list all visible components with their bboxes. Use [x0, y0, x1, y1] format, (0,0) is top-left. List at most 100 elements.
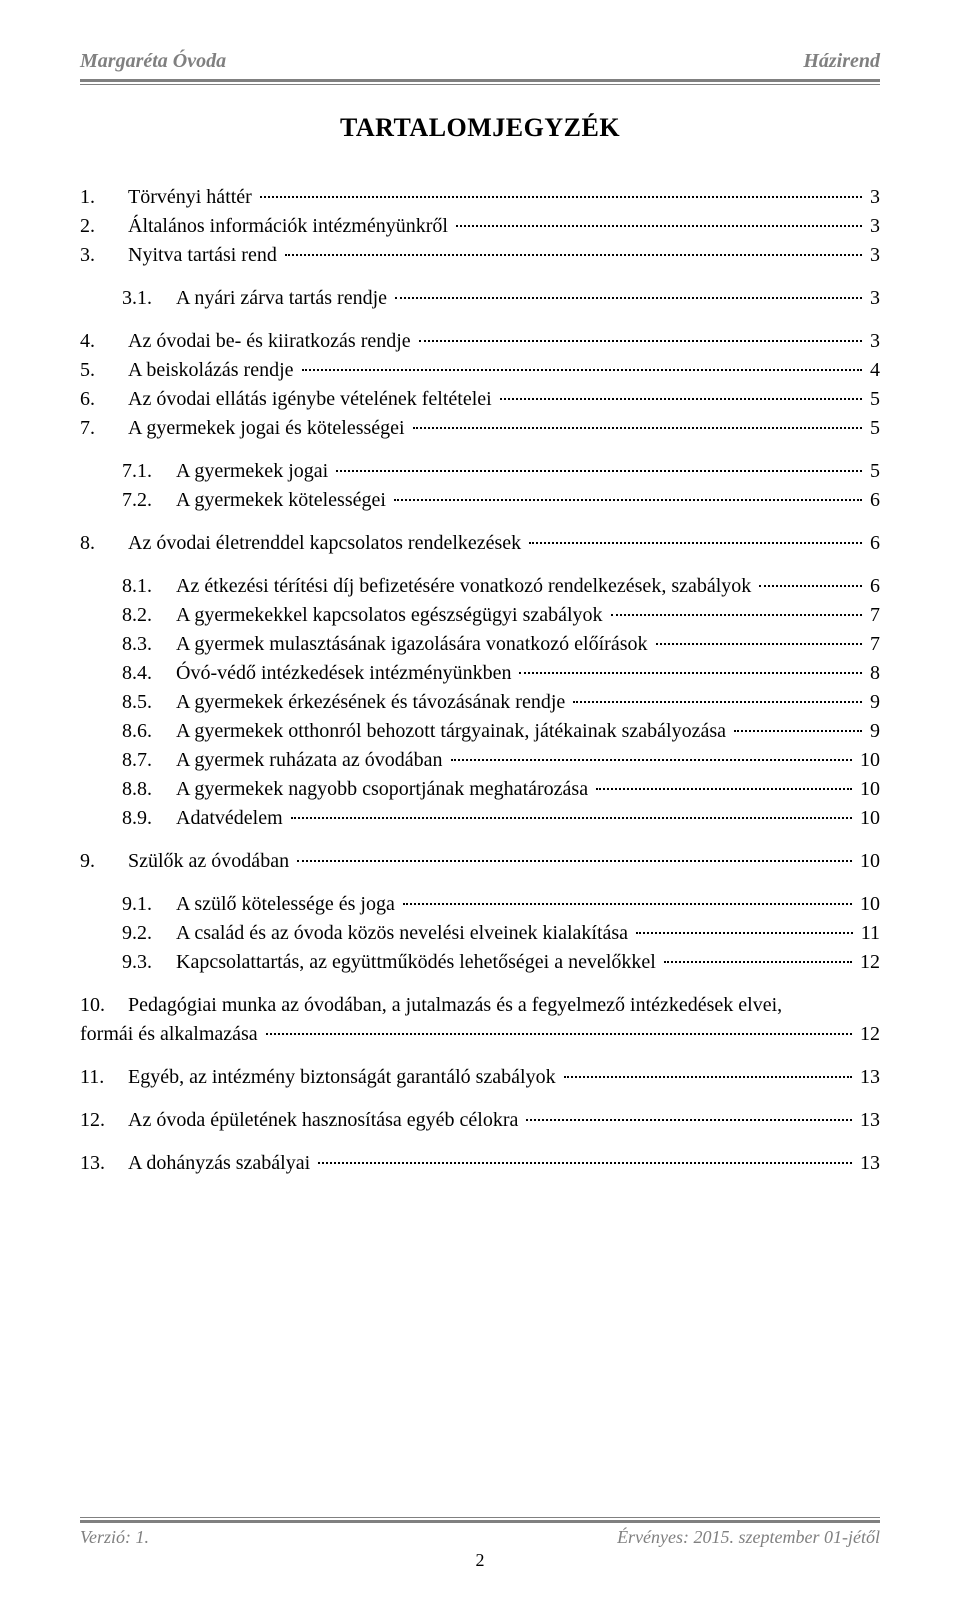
toc-label: A szülő kötelessége és joga — [176, 890, 399, 919]
toc-number: 10. — [80, 991, 128, 1020]
toc-leader-dots — [266, 1033, 852, 1035]
header-left: Margaréta Óvoda — [80, 50, 226, 73]
header-rule-thin — [80, 84, 880, 85]
header-rule-thick — [80, 79, 880, 82]
toc-entry: 9.1.A szülő kötelessége és joga10 — [80, 890, 880, 919]
toc-number: 8.5. — [122, 688, 176, 717]
toc-leader-dots — [394, 499, 862, 501]
toc-label: A gyermekekkel kapcsolatos egészségügyi … — [176, 601, 607, 630]
toc-page-number: 4 — [866, 356, 880, 385]
footer-rule-thick — [80, 1520, 880, 1523]
toc-entry: 9.Szülők az óvodában10 — [80, 847, 880, 876]
toc-entry: 11.Egyéb, az intézmény biztonságát garan… — [80, 1063, 880, 1092]
toc-page-number: 3 — [866, 327, 880, 356]
toc-number: 9.3. — [122, 948, 176, 977]
toc-entry: 13.A dohányzás szabályai13 — [80, 1149, 880, 1178]
toc-number: 8.3. — [122, 630, 176, 659]
toc-page-number: 3 — [866, 241, 880, 270]
toc-page-number: 5 — [866, 457, 880, 486]
toc-gap — [80, 833, 880, 847]
toc-page-number: 10 — [856, 746, 880, 775]
toc-leader-dots — [318, 1162, 852, 1164]
toc-leader-dots — [526, 1119, 852, 1121]
toc-page-number: 13 — [856, 1106, 880, 1135]
toc-leader-dots — [759, 585, 862, 587]
toc-entry: 8.5.A gyermekek érkezésének és távozásán… — [80, 688, 880, 717]
footer-rule-thin — [80, 1517, 880, 1518]
toc-leader-dots — [636, 932, 853, 934]
toc-leader-dots — [564, 1076, 852, 1078]
toc-label: A nyári zárva tartás rendje — [176, 284, 391, 313]
toc-entry-line1: 10.Pedagógiai munka az óvodában, a jutal… — [80, 991, 880, 1020]
toc-entry: 8.6.A gyermekek otthonról behozott tárgy… — [80, 717, 880, 746]
toc-page-number: 5 — [866, 414, 880, 443]
toc-leader-dots — [260, 196, 862, 198]
toc-leader-dots — [451, 759, 852, 761]
toc-gap — [80, 558, 880, 572]
toc-page-number: 10 — [856, 775, 880, 804]
toc-number: 3. — [80, 241, 128, 270]
toc-number: 8.6. — [122, 717, 176, 746]
toc-entry: 9.2.A család és az óvoda közös nevelési … — [80, 919, 880, 948]
toc-page-number: 7 — [866, 601, 880, 630]
toc-entry: 7.1.A gyermekek jogai5 — [80, 457, 880, 486]
toc-number: 6. — [80, 385, 128, 414]
toc-number: 8.2. — [122, 601, 176, 630]
toc-leader-dots — [302, 369, 863, 371]
toc-leader-dots — [413, 427, 862, 429]
toc-label: A gyermekek jogai és kötelességei — [128, 414, 409, 443]
toc-leader-dots — [297, 860, 852, 862]
toc-entry: 7.2.A gyermekek kötelességei6 — [80, 486, 880, 515]
toc-page-number: 11 — [857, 919, 880, 948]
toc-page-number: 6 — [866, 529, 880, 558]
toc-page-number: 10 — [856, 847, 880, 876]
toc-label: A család és az óvoda közös nevelési elve… — [176, 919, 632, 948]
toc-label-tail: formái és alkalmazása — [80, 1020, 262, 1049]
header-right: Házirend — [803, 50, 880, 73]
toc-entry: 8.2.A gyermekekkel kapcsolatos egészségü… — [80, 601, 880, 630]
document-page: Margaréta Óvoda Házirend TARTALOMJEGYZÉK… — [0, 0, 960, 1611]
toc-leader-dots — [573, 701, 862, 703]
toc-gap — [80, 876, 880, 890]
toc-label-lead: Pedagógiai munka az óvodában, a jutalmaz… — [128, 994, 782, 1016]
toc-number: 8.1. — [122, 572, 176, 601]
toc-leader-dots — [529, 542, 862, 544]
toc-entry: 4.Az óvodai be- és kiiratkozás rendje3 — [80, 327, 880, 356]
toc-number: 7. — [80, 414, 128, 443]
toc-label: A beiskolázás rendje — [128, 356, 298, 385]
toc-entry: 8.Az óvodai életrenddel kapcsolatos rend… — [80, 529, 880, 558]
footer-page-number: 2 — [80, 1550, 880, 1571]
toc-number: 8.8. — [122, 775, 176, 804]
toc-label: Az óvodai be- és kiiratkozás rendje — [128, 327, 415, 356]
toc-number: 8. — [80, 529, 128, 558]
toc-entry: 8.4.Óvó-védő intézkedések intézményünkbe… — [80, 659, 880, 688]
toc-entry: 3.Nyitva tartási rend3 — [80, 241, 880, 270]
toc-number: 8.9. — [122, 804, 176, 833]
toc-entry: 2.Általános információk intézményünkről3 — [80, 212, 880, 241]
toc-entry: 5.A beiskolázás rendje4 — [80, 356, 880, 385]
toc-label: Az óvoda épületének hasznosítása egyéb c… — [128, 1106, 522, 1135]
footer-right: Érvényes: 2015. szeptember 01-jétől — [617, 1527, 880, 1548]
toc-entry: 1.Törvényi háttér3 — [80, 183, 880, 212]
toc-leader-dots — [419, 340, 862, 342]
toc-leader-dots — [611, 614, 862, 616]
toc-number: 8.4. — [122, 659, 176, 688]
toc-leader-dots — [456, 225, 862, 227]
toc-number: 13. — [80, 1149, 128, 1178]
toc-label: Egyéb, az intézmény biztonságát garantál… — [128, 1063, 560, 1092]
toc-label: A gyermekek otthonról behozott tárgyaina… — [176, 717, 730, 746]
toc-gap — [80, 270, 880, 284]
toc-page-number: 10 — [856, 804, 880, 833]
toc-label: A gyermekek nagyobb csoportjának meghatá… — [176, 775, 592, 804]
toc-page-number: 7 — [866, 630, 880, 659]
toc-page-number: 12 — [856, 948, 880, 977]
toc-leader-dots — [395, 297, 862, 299]
toc-entry: 12.Az óvoda épületének hasznosítása egyé… — [80, 1106, 880, 1135]
toc-page-number: 3 — [866, 284, 880, 313]
toc-label: A gyermekek érkezésének és távozásának r… — [176, 688, 569, 717]
toc-number: 12. — [80, 1106, 128, 1135]
toc-page-number: 6 — [866, 486, 880, 515]
toc-leader-dots — [656, 643, 863, 645]
toc-entry: 6.Az óvodai ellátás igénybe vételének fe… — [80, 385, 880, 414]
toc-entry: 8.9.Adatvédelem10 — [80, 804, 880, 833]
